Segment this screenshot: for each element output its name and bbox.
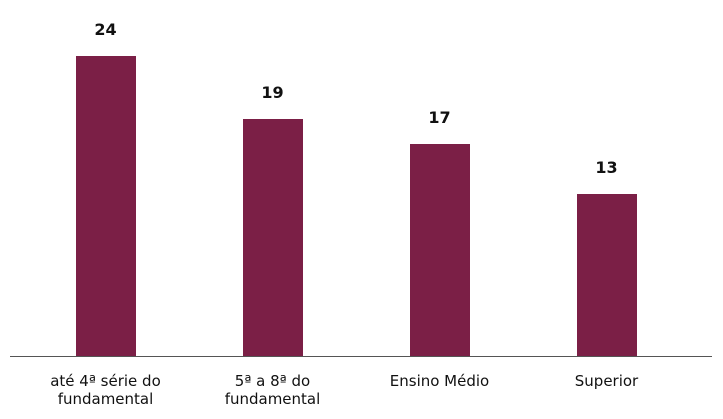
x-tick-label: Ensino Médio [389,372,490,390]
value-label: 17 [428,107,451,127]
x-axis-line [10,356,712,357]
x-tick-label: Superior [574,372,639,390]
value-label: 24 [94,20,117,39]
bar [242,118,303,356]
x-tick-label: até 4ª série do fundamental [50,372,161,408]
value-label: 19 [261,82,284,102]
bar [576,193,637,356]
x-tick-label: 5ª a 8ª do fundamental [224,372,321,408]
value-label: 13 [595,157,618,177]
bar [409,143,470,356]
bar [75,56,136,356]
